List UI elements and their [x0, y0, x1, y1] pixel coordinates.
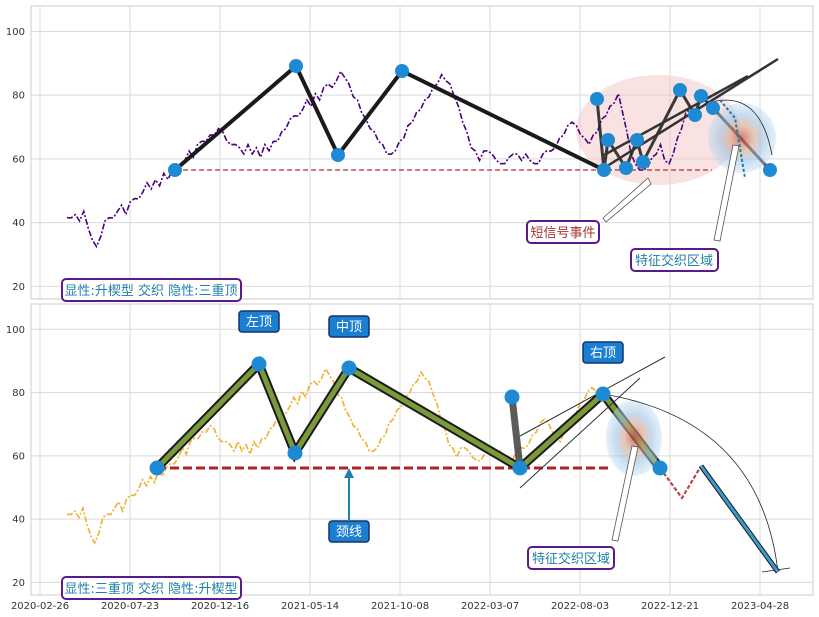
label-neckline: 颈线	[328, 520, 370, 543]
top-label-short-signal-text: 短信号事件	[530, 226, 595, 241]
y-tick-label: 40	[12, 218, 25, 229]
x-tick-label: 2020-02-26	[11, 601, 69, 612]
bottom-x-ticks: 2020-02-26 2020-07-23 2020-12-16 2021-05-14…	[11, 601, 789, 612]
top-label-short-signal: 短信号事件	[526, 220, 600, 244]
top-pivot	[630, 133, 644, 147]
top-panel: 20 40 60 80 100	[6, 5, 814, 302]
label-middle-top-text: 中顶	[336, 320, 362, 335]
bottom-pivot	[341, 360, 357, 376]
y-tick-label: 100	[6, 27, 25, 38]
bottom-wedge-lower	[519, 356, 666, 437]
label-middle-top: 中顶	[328, 315, 370, 338]
y-tick-label: 60	[12, 451, 25, 462]
bottom-wedge-stroke	[508, 396, 524, 469]
top-pivot	[590, 92, 604, 106]
label-left-top-text: 左顶	[246, 315, 272, 330]
top-arrow-short-signal	[602, 177, 652, 223]
top-pivot	[597, 163, 611, 177]
x-tick-label: 2023-04-28	[731, 601, 789, 612]
top-pivot	[395, 64, 409, 78]
label-right-top: 右顶	[582, 341, 624, 364]
top-label-zone-text: 特征交织区域	[635, 253, 713, 269]
x-tick-label: 2021-10-08	[371, 601, 429, 612]
bottom-y-ticks: 20 40 60 80 100	[6, 325, 25, 589]
top-pivot	[688, 108, 702, 122]
bottom-wedge-upper	[519, 377, 641, 489]
bottom-pivot	[595, 386, 611, 402]
bottom-caption: 显性:三重顶 交织 隐性:升楔型	[61, 576, 242, 600]
top-pivot	[619, 161, 633, 175]
top-caption-text: 显性:升楔型 交织 隐性:三重顶	[64, 283, 237, 299]
x-tick-label: 2020-07-23	[101, 601, 159, 612]
bottom-pivot	[512, 460, 528, 476]
x-tick-label: 2020-12-16	[191, 601, 249, 612]
top-pivot	[673, 83, 687, 97]
x-tick-label: 2022-03-07	[461, 601, 519, 612]
bottom-panel: 20 40 60 80 100 2020-02-26 2020-07-23 2020-12-…	[6, 303, 814, 612]
y-tick-label: 80	[12, 91, 25, 102]
bottom-neck-arrow-head	[344, 468, 354, 478]
y-tick-label: 20	[12, 578, 25, 589]
y-tick-label: 60	[12, 154, 25, 165]
bottom-pivot	[652, 460, 668, 476]
top-pivot	[706, 101, 720, 115]
bottom-plot-frame	[30, 303, 814, 596]
top-pivot	[601, 133, 615, 147]
bottom-arc	[602, 393, 779, 573]
bottom-pivot	[149, 460, 165, 476]
top-wedge-upper-2	[603, 74, 749, 157]
top-label-zone: 特征交织区域	[630, 248, 719, 272]
label-left-top: 左顶	[238, 310, 280, 333]
bottom-label-zone: 特征交织区域	[527, 546, 615, 570]
top-pivot	[694, 89, 708, 103]
bottom-caption-text: 显性:三重顶 交织 隐性:升楔型	[64, 581, 237, 597]
label-neckline-text: 颈线	[336, 525, 362, 540]
bottom-pivot	[504, 389, 520, 405]
top-caption: 显性:升楔型 交织 隐性:三重顶	[61, 278, 242, 302]
top-pivot-points	[168, 59, 777, 177]
top-pivot	[331, 148, 345, 162]
y-tick-label: 40	[12, 515, 25, 526]
bottom-heat-zone	[606, 400, 662, 476]
bottom-label-zone-text: 特征交织区域	[532, 551, 610, 567]
top-pivot	[763, 163, 777, 177]
top-arc	[711, 99, 773, 156]
bottom-forecast-red	[659, 465, 702, 500]
top-pivot	[636, 155, 650, 169]
top-arrow-zone	[713, 144, 740, 242]
bottom-pivot	[251, 356, 267, 372]
label-right-top-text: 右顶	[590, 346, 616, 361]
bottom-pivot-points	[149, 356, 668, 476]
bottom-arrow-zone	[611, 445, 639, 542]
top-y-ticks: 20 40 60 80 100	[6, 27, 25, 293]
bottom-forecast-blue	[699, 465, 780, 573]
top-pivot	[289, 59, 303, 73]
x-tick-label: 2021-05-14	[281, 601, 339, 612]
y-tick-label: 100	[6, 325, 25, 336]
y-tick-label: 80	[12, 388, 25, 399]
bottom-pivot	[287, 445, 303, 461]
y-tick-label: 20	[12, 282, 25, 293]
x-tick-label: 2022-08-03	[551, 601, 609, 612]
x-tick-label: 2022-12-21	[641, 601, 699, 612]
top-heat-zone	[708, 103, 776, 173]
top-forecast-line	[719, 99, 746, 179]
top-pivot	[168, 163, 182, 177]
